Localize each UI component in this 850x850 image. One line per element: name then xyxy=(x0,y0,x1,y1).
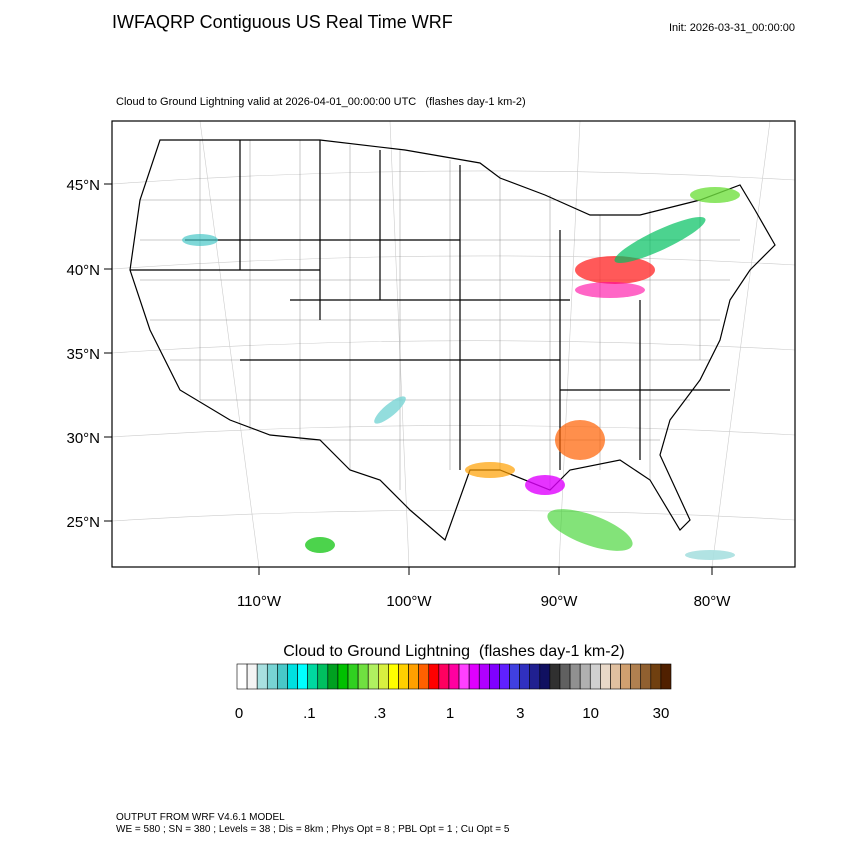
colorbar-title: Cloud to Ground Lightning (flashes day-1… xyxy=(283,643,625,660)
colorbar-box xyxy=(489,663,500,690)
colorbar-box xyxy=(589,663,601,690)
colorbar-box xyxy=(600,663,611,690)
colorbar-label: 30 xyxy=(653,705,670,722)
colorbar-box xyxy=(559,663,571,690)
colorbar-label: 10 xyxy=(582,705,599,722)
colorbar-box xyxy=(337,663,349,690)
colorbar-box xyxy=(610,663,621,690)
init-time: Init: 2026-03-31_00:00:00 xyxy=(669,22,795,34)
colorbar-box xyxy=(438,663,450,690)
colorbar-box xyxy=(539,663,551,690)
colorbar-box xyxy=(266,663,278,690)
colorbar-box xyxy=(509,663,520,690)
colorbar-box xyxy=(529,663,541,690)
colorbar-box xyxy=(317,663,329,690)
colorbar-label: 1 xyxy=(446,705,454,722)
colorbar-box xyxy=(236,663,248,690)
colorbar-label: .3 xyxy=(373,705,386,722)
colorbar-box xyxy=(428,663,440,690)
lat-label: 35°N xyxy=(66,346,100,363)
lat-label: 45°N xyxy=(66,177,100,194)
colorbar-box xyxy=(569,663,581,690)
colorbar-box xyxy=(448,663,460,690)
colorbar-box xyxy=(357,663,369,690)
colorbar-box xyxy=(398,663,409,690)
colorbar-box xyxy=(660,663,672,690)
colorbar-box xyxy=(549,663,561,690)
lon-label: 100°W xyxy=(386,593,432,610)
colorbar-box xyxy=(458,663,470,690)
lat-label: 40°N xyxy=(66,262,100,279)
lat-label: 30°N xyxy=(66,430,100,447)
colorbar-box xyxy=(468,663,480,690)
colorbar-box xyxy=(327,663,339,690)
colorbar-box xyxy=(650,663,662,690)
colorbar-label: 3 xyxy=(516,705,524,722)
map xyxy=(111,120,796,568)
colorbar-box xyxy=(408,663,419,690)
footer-line: WE = 580 ; SN = 380 ; Levels = 38 ; Dis … xyxy=(116,824,510,835)
colorbar-box xyxy=(620,663,631,690)
colorbar-box xyxy=(367,663,379,690)
colorbar-box xyxy=(378,663,389,690)
colorbar-box xyxy=(418,663,430,690)
colorbar-box xyxy=(287,663,298,690)
colorbar-box xyxy=(579,663,591,690)
colorbar-box xyxy=(519,663,530,690)
lat-label: 25°N xyxy=(66,514,100,531)
colorbar-box xyxy=(297,663,308,690)
title: IWFAQRP Contiguous US Real Time WRF xyxy=(112,12,453,32)
colorbar-box xyxy=(640,663,652,690)
colorbar-box xyxy=(246,663,258,690)
colorbar-box xyxy=(307,663,319,690)
colorbar-label: .1 xyxy=(303,705,316,722)
colorbar-box xyxy=(347,663,359,690)
lon-label: 110°W xyxy=(237,593,282,610)
colorbar-box xyxy=(277,663,288,690)
colorbar-box xyxy=(256,663,268,690)
lon-label: 90°W xyxy=(541,593,579,610)
lon-label: 80°W xyxy=(694,593,732,610)
colorbar-box xyxy=(630,663,642,690)
footer-line: OUTPUT FROM WRF V4.6.1 MODEL xyxy=(116,812,285,823)
colorbar-box xyxy=(478,663,490,690)
colorbar-box xyxy=(388,663,399,690)
map-subtitle: Cloud to Ground Lightning valid at 2026-… xyxy=(116,96,526,108)
colorbar-label: 0 xyxy=(235,705,243,722)
colorbar-box xyxy=(499,663,510,690)
